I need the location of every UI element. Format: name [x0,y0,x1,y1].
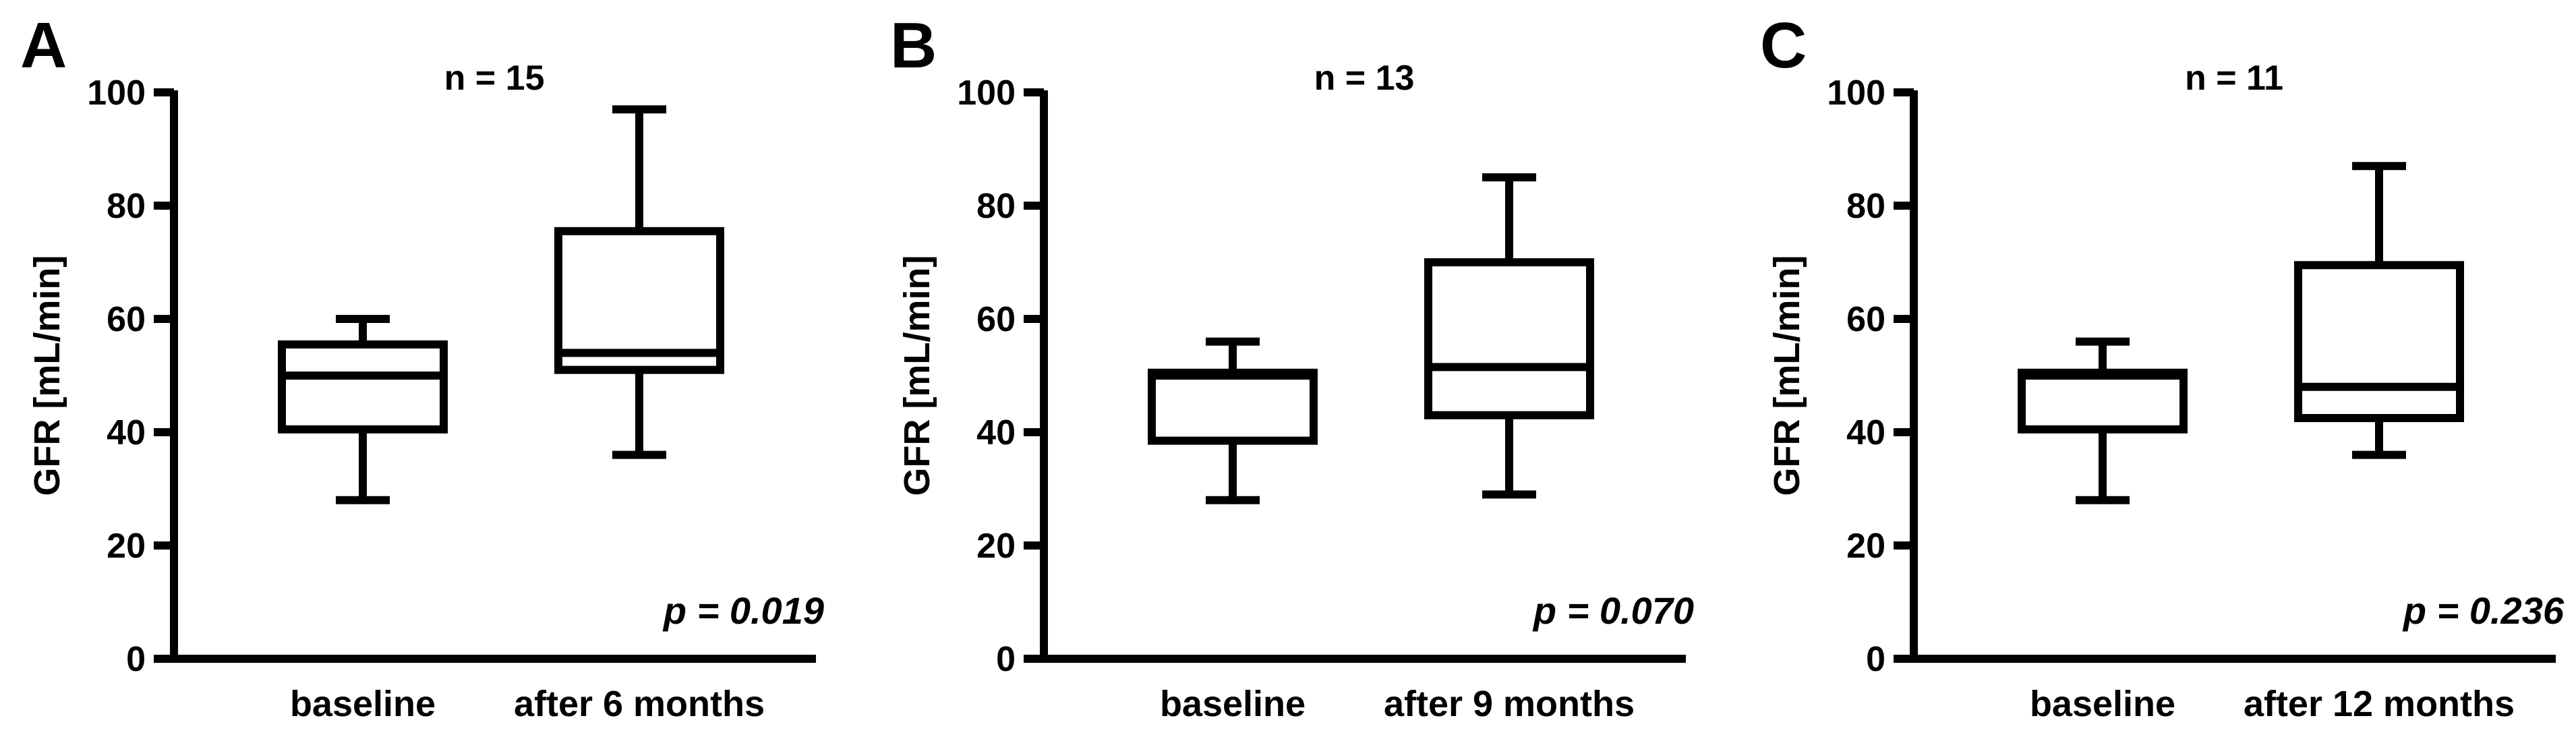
iqr-box [1424,258,1594,419]
x-category-label: after 9 months [1384,684,1635,724]
y-tick-label: 0 [1866,640,1885,679]
iqr-box [554,227,724,374]
y-tick-label: 100 [87,73,146,113]
y-tick-label: 0 [126,640,146,679]
y-tick-label: 80 [976,187,1016,226]
p-value-annotation: p = 0.070 [1532,589,1694,632]
sample-size-label: n = 15 [444,59,545,98]
x-category-label: baseline [1160,684,1306,724]
box-1 [554,105,724,459]
box-0 [2018,337,2188,504]
y-tick-label: 40 [1846,413,1885,452]
y-tick-label: 100 [1827,73,1885,113]
x-category-label: after 12 months [2244,684,2515,724]
panel-letter: B [890,9,937,82]
y-tick-label: 40 [976,413,1016,452]
iqr-box [2018,368,2188,434]
y-axis-label: GFR [mL/min] [1767,256,1807,496]
x-category-label: after 6 months [514,684,765,724]
y-axis-label: GFR [mL/min] [897,256,937,496]
y-tick-label: 40 [107,413,146,452]
y-tick-label: 100 [957,73,1016,113]
box-1 [1424,173,1594,499]
x-category-label: baseline [290,684,436,724]
x-category-label: baseline [2030,684,2175,724]
sample-size-label: n = 11 [2185,59,2283,98]
y-tick-label: 20 [107,527,146,566]
panel-letter: A [20,9,67,82]
box-0 [278,315,448,504]
iqr-box [2294,261,2464,423]
panel-letter: C [1760,9,1807,82]
iqr-box [1148,368,1318,445]
y-tick-label: 20 [1846,527,1885,566]
p-value-annotation: p = 0.019 [662,589,824,632]
y-tick-label: 80 [107,187,146,226]
box-0 [1148,337,1318,504]
y-tick-label: 60 [976,300,1016,339]
y-tick-label: 60 [107,300,146,339]
y-tick-label: 0 [996,640,1016,679]
y-tick-label: 80 [1846,187,1885,226]
box-1 [2294,162,2464,459]
y-tick-label: 60 [1846,300,1885,339]
y-tick-label: 20 [976,527,1016,566]
iqr-box [278,340,448,434]
y-axis-label: GFR [mL/min] [27,256,67,496]
sample-size-label: n = 13 [1314,59,1415,98]
p-value-annotation: p = 0.236 [2402,589,2565,632]
